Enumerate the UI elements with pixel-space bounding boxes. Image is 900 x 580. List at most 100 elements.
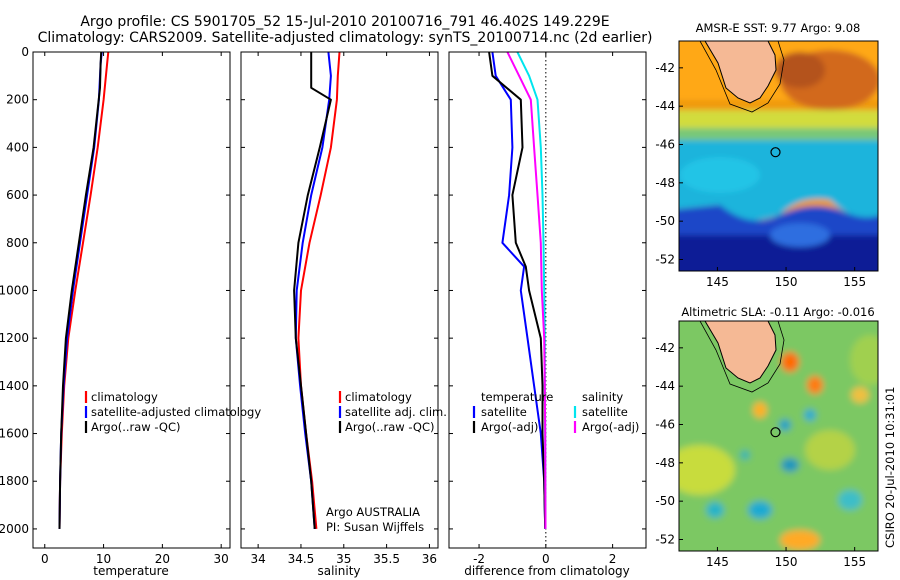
legend-label-temp-argo: Argo(-adj) (481, 420, 538, 434)
difference-x-ticks: -2 0 2 (473, 52, 616, 566)
y-tick-label: 400 (6, 140, 29, 154)
salinity-series-group (293, 52, 341, 529)
temperature-axes-box (32, 51, 231, 549)
x-tick-label: 2 (609, 552, 617, 566)
map-y-tick-label: -42 (655, 61, 675, 75)
sla-low-6 (706, 502, 724, 518)
sla-heatmap (679, 321, 878, 551)
x-tick-label: 0 (542, 552, 550, 566)
y-tick-label: 0 (21, 45, 29, 59)
argo-position-marker (770, 427, 781, 438)
x-tick-label: 35.5 (373, 552, 400, 566)
sst-heatmap (679, 41, 878, 271)
sla-map-title: Altimetric SLA: -0.11 Argo: -0.016 (681, 305, 874, 319)
legend-label-argo: Argo(..raw -QC) (345, 420, 435, 434)
sla-high-ne (850, 335, 878, 385)
temperature-series-group (58, 52, 110, 529)
sla-eddy-4 (851, 387, 869, 403)
legend-label-climatology: climatology (91, 390, 158, 404)
y-tick-label: 1200 (0, 331, 29, 345)
map-y-tick-label: -50 (655, 494, 675, 508)
difference-legend: temperature satellite Argo(-adj) salinit… (472, 390, 639, 434)
sst-map-panel: AMSR-E SST: 9.77 Argo: 9.08 145 150 155 -42… (655, 21, 879, 289)
difference-series-group (488, 52, 547, 529)
series-line-temperature-satellite (491, 52, 547, 529)
difference-y-tick-marks (449, 51, 646, 530)
pi-text: PI: Susan Wijffels (326, 520, 424, 534)
sla-eddy-1 (781, 352, 799, 372)
map-x-tick-label: 150 (775, 275, 798, 289)
sla-low-2 (804, 409, 816, 421)
salinity-axes-box (240, 51, 439, 549)
sst-warm-core-2 (775, 52, 825, 88)
sla-low-3 (781, 458, 799, 472)
tasmania-landmass (704, 321, 777, 384)
map-x-tick-label: 155 (843, 555, 866, 569)
map-y-tick-label: -46 (655, 138, 675, 152)
temperature-x-axis-label: temperature (93, 564, 168, 578)
salinity-y-tick-marks (241, 51, 438, 530)
sla-eddy-2 (807, 376, 823, 394)
sst-contour-line (699, 41, 785, 113)
y-tick-label: 1600 (0, 427, 29, 441)
sla-contour-line (699, 321, 785, 393)
credit-text: Argo AUSTRALIA (326, 505, 420, 519)
sla-map-ticks: 145 150 155 -42 -44 -46 -48 -50 -52 (655, 341, 866, 569)
temperature-legend: climatology satellite-adjusted climatolo… (84, 390, 261, 434)
salinity-x-axis-label: salinity (317, 564, 360, 578)
sla-low-5 (748, 501, 772, 519)
sst-cyan-patch (680, 157, 760, 193)
difference-panel: -2 0 2 difference from climatology tempera… (448, 51, 647, 578)
sla-low-4 (740, 450, 750, 460)
legend-label-argo: Argo(..raw -QC) (91, 420, 181, 434)
depth-y-ticks: 0 200 400 600 800 1000 1200 1400 1600 1800 2000 (0, 45, 230, 536)
x-tick-label: 30 (214, 552, 229, 566)
y-tick-label: 800 (6, 236, 29, 250)
sst-map-frame (678, 40, 879, 272)
legend-header-salinity: salinity (582, 390, 623, 404)
figure-title-line-2: Climatology: CARS2009. Satellite-adjuste… (38, 30, 653, 46)
legend-label-satellite-adjusted: satellite-adjusted climatology (91, 405, 261, 419)
x-tick-label: 10 (96, 552, 111, 566)
y-tick-label: 600 (6, 188, 29, 202)
y-tick-label: 1400 (0, 379, 29, 393)
sla-high-east (805, 430, 855, 470)
legend-label-sal-argo: Argo(-adj) (582, 420, 639, 434)
y-tick-label: 2000 (0, 522, 29, 536)
y-tick-label: 1800 (0, 474, 29, 488)
sst-blue-tongue (770, 223, 830, 247)
argo-position-marker (770, 147, 781, 158)
legend-header-temperature: temperature (481, 390, 553, 404)
timestamp-stamp: CSIRO 20-Jul-2010 10:31:01 (883, 387, 897, 548)
figure-title-line-1: Argo profile: CS 5901705_52 15-Jul-2010 … (80, 14, 609, 30)
temperature-panel: 0 10 20 30 0 200 400 600 800 1000 1200 1400 1600 180… (0, 45, 261, 578)
x-tick-label: 34.5 (288, 552, 315, 566)
difference-axes-box (448, 51, 647, 549)
map-y-tick-label: -44 (655, 379, 675, 393)
series-line-climatology (297, 52, 341, 529)
x-tick-label: 20 (155, 552, 170, 566)
x-tick-label: 36 (422, 552, 437, 566)
sla-map-panel: Altimetric SLA: -0.11 Argo: -0.016 (655, 305, 879, 569)
sst-map-title: AMSR-E SST: 9.77 Argo: 9.08 (696, 21, 861, 35)
series-line-climatology (58, 52, 110, 529)
map-y-tick-label: -52 (655, 533, 675, 547)
sla-eddy-3 (753, 402, 767, 418)
sla-high-west (679, 445, 735, 495)
series-line-salinity-argo-adj- (506, 52, 547, 529)
sst-map-ticks: 145 150 155 -42 -44 -46 -48 -50 -52 (655, 61, 866, 289)
y-tick-label: 1000 (0, 283, 29, 297)
temperature-x-ticks: 0 10 20 30 (41, 52, 229, 566)
x-tick-label: 35 (336, 552, 351, 566)
sla-low-1 (779, 419, 791, 431)
map-x-tick-label: 145 (706, 275, 729, 289)
map-y-tick-label: -42 (655, 341, 675, 355)
legend-label-temp-satellite: satellite (481, 405, 527, 419)
series-line-temperature-argo-adj- (488, 52, 547, 529)
salinity-panel: 34 34.5 35 35.5 36 salinity climatology sate… (240, 51, 447, 578)
map-x-tick-label: 145 (706, 555, 729, 569)
sst-front-green (679, 128, 878, 142)
legend-label-sal-satellite: satellite (582, 405, 628, 419)
series-line-argo-raw-qc- (293, 52, 332, 529)
legend-label-satellite-adj: satellite adj. clim. (345, 405, 447, 419)
